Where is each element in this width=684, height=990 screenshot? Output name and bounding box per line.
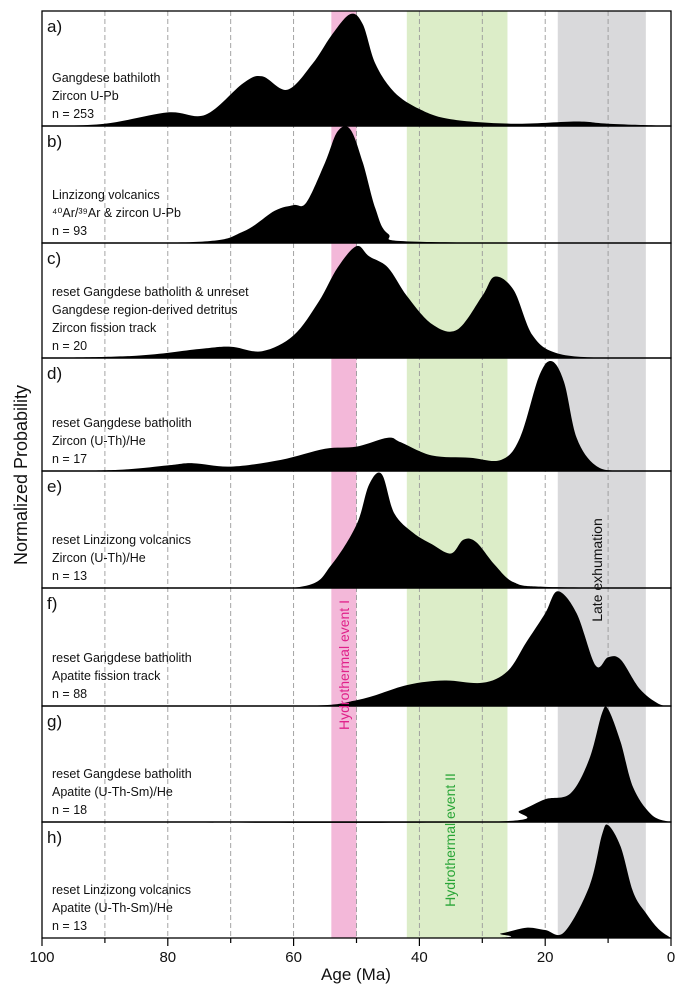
x-axis: 100 80 60 40 20 0 [29,938,675,966]
x-axis-label: Age (Ma) [321,965,391,984]
panel-text-line: Apatite fission track [52,669,161,683]
curve-6 [42,706,671,823]
band-labels: Hydrothermal event I Hydrothermal event I… [336,518,605,907]
panel-text-line: Zircon U-Pb [52,89,119,103]
curve-1 [42,126,671,244]
panel-text-line: reset Gangdese batholith [52,416,192,430]
tick-label: 80 [159,949,176,966]
panel-label: b) [47,132,62,151]
panel-text-line: Zircon fission track [52,321,157,335]
curve-3 [42,360,671,472]
curve-7 [42,824,671,939]
band-label-2: Late exhumation [589,518,605,622]
panel-text-line: n = 18 [52,803,87,817]
panel-text-line: n = 20 [52,339,87,353]
panel-text-line: reset Linzizong volcanics [52,883,191,897]
panel-text-line: reset Gangdese batholith [52,767,192,781]
y-axis-label: Normalized Probability [11,385,31,565]
panel-label: g) [47,712,62,731]
panel-label: c) [47,249,61,268]
band-1 [406,11,508,938]
curve-5 [42,591,671,707]
curve-2 [42,245,671,359]
band-label-0: Hydrothermal event I [336,600,352,730]
panel-text-line: ⁴⁰Ar/³⁹Ar & zircon U-Pb [52,206,181,220]
panel-text-line: n = 88 [52,687,87,701]
panel-text-line: Zircon (U-Th)/He [52,551,146,565]
panel-text-line: Zircon (U-Th)/He [52,434,146,448]
tick-label: 60 [285,949,302,966]
band-label-1: Hydrothermal event II [442,773,458,907]
panel-text-line: reset Gangdese batholith [52,651,192,665]
panel-text-line: n = 17 [52,452,87,466]
panel-text-line: n = 13 [52,569,87,583]
panel-label: a) [47,17,62,36]
panel-text-line: Linzizong volcanics [52,188,160,202]
panel-text-line: reset Gangdese batholith & unreset [52,285,249,299]
panel-text-line: Apatite (U-Th-Sm)/He [52,785,173,799]
panel-label: h) [47,828,62,847]
panel-text-line: n = 253 [52,107,94,121]
panel-label: e) [47,477,62,496]
panel-text-line: n = 93 [52,224,87,238]
panel-annotations: a) Gangdese bathiloth Zircon U-Pb n = 253 b)… [47,17,249,933]
tick-label: 100 [29,949,54,966]
curve-4 [42,472,671,589]
panel-text-line: reset Linzizong volcanics [52,533,191,547]
tick-label: 0 [667,949,675,966]
probability-curves [42,13,671,939]
panel-text-line: n = 13 [52,919,87,933]
panel-text-line: Gangdese region-derived detritus [52,303,238,317]
tick-label: 40 [411,949,428,966]
tick-label: 20 [537,949,554,966]
panel-text-line: Gangdese bathiloth [52,71,160,85]
panel-text-line: Apatite (U-Th-Sm)/He [52,901,173,915]
panel-label: d) [47,364,62,383]
panel-label: f) [47,594,57,613]
curve-0 [42,13,671,126]
